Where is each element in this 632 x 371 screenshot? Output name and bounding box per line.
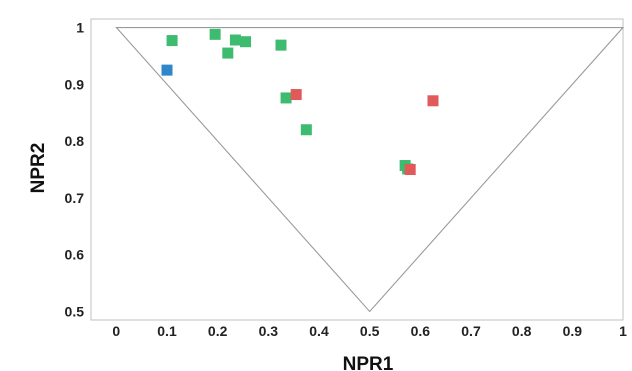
reference-triangle (115, 26, 625, 313)
data-point (222, 47, 234, 59)
y-tick-label: 0.8 (65, 133, 85, 149)
x-tick-label: 0.6 (411, 323, 431, 339)
y-tick-label: 0.7 (65, 190, 85, 206)
x-tick-label: 0.7 (461, 323, 481, 339)
x-tick-label: 0.1 (157, 323, 177, 339)
data-point (229, 34, 241, 46)
x-tick-label: 0.3 (259, 323, 279, 339)
x-tick-label: 0.5 (360, 323, 380, 339)
y-tick-label: 0.5 (65, 303, 85, 319)
data-point (427, 95, 439, 107)
data-point (275, 39, 287, 51)
y-axis-title: NPR2 (28, 143, 49, 194)
x-tick-label: 0.2 (208, 323, 228, 339)
data-point (290, 89, 302, 101)
y-tick-label: 1 (76, 20, 84, 36)
data-point (240, 36, 252, 48)
x-tick-label: 0 (112, 323, 120, 339)
data-point (166, 35, 178, 47)
data-point (209, 28, 221, 40)
x-tick-label: 0.4 (309, 323, 329, 339)
data-point (280, 92, 292, 104)
x-tick-label: 0.8 (512, 323, 532, 339)
x-axis-title: NPR1 (343, 354, 394, 371)
y-tick-label: 0.9 (65, 76, 85, 92)
plot-frame (90, 18, 624, 321)
data-point (300, 124, 312, 136)
data-point (404, 164, 416, 175)
y-tick-label: 0.6 (65, 247, 85, 263)
data-point (161, 64, 173, 76)
x-tick-label: 0.9 (563, 323, 583, 339)
x-tick-label: 1 (619, 323, 627, 339)
